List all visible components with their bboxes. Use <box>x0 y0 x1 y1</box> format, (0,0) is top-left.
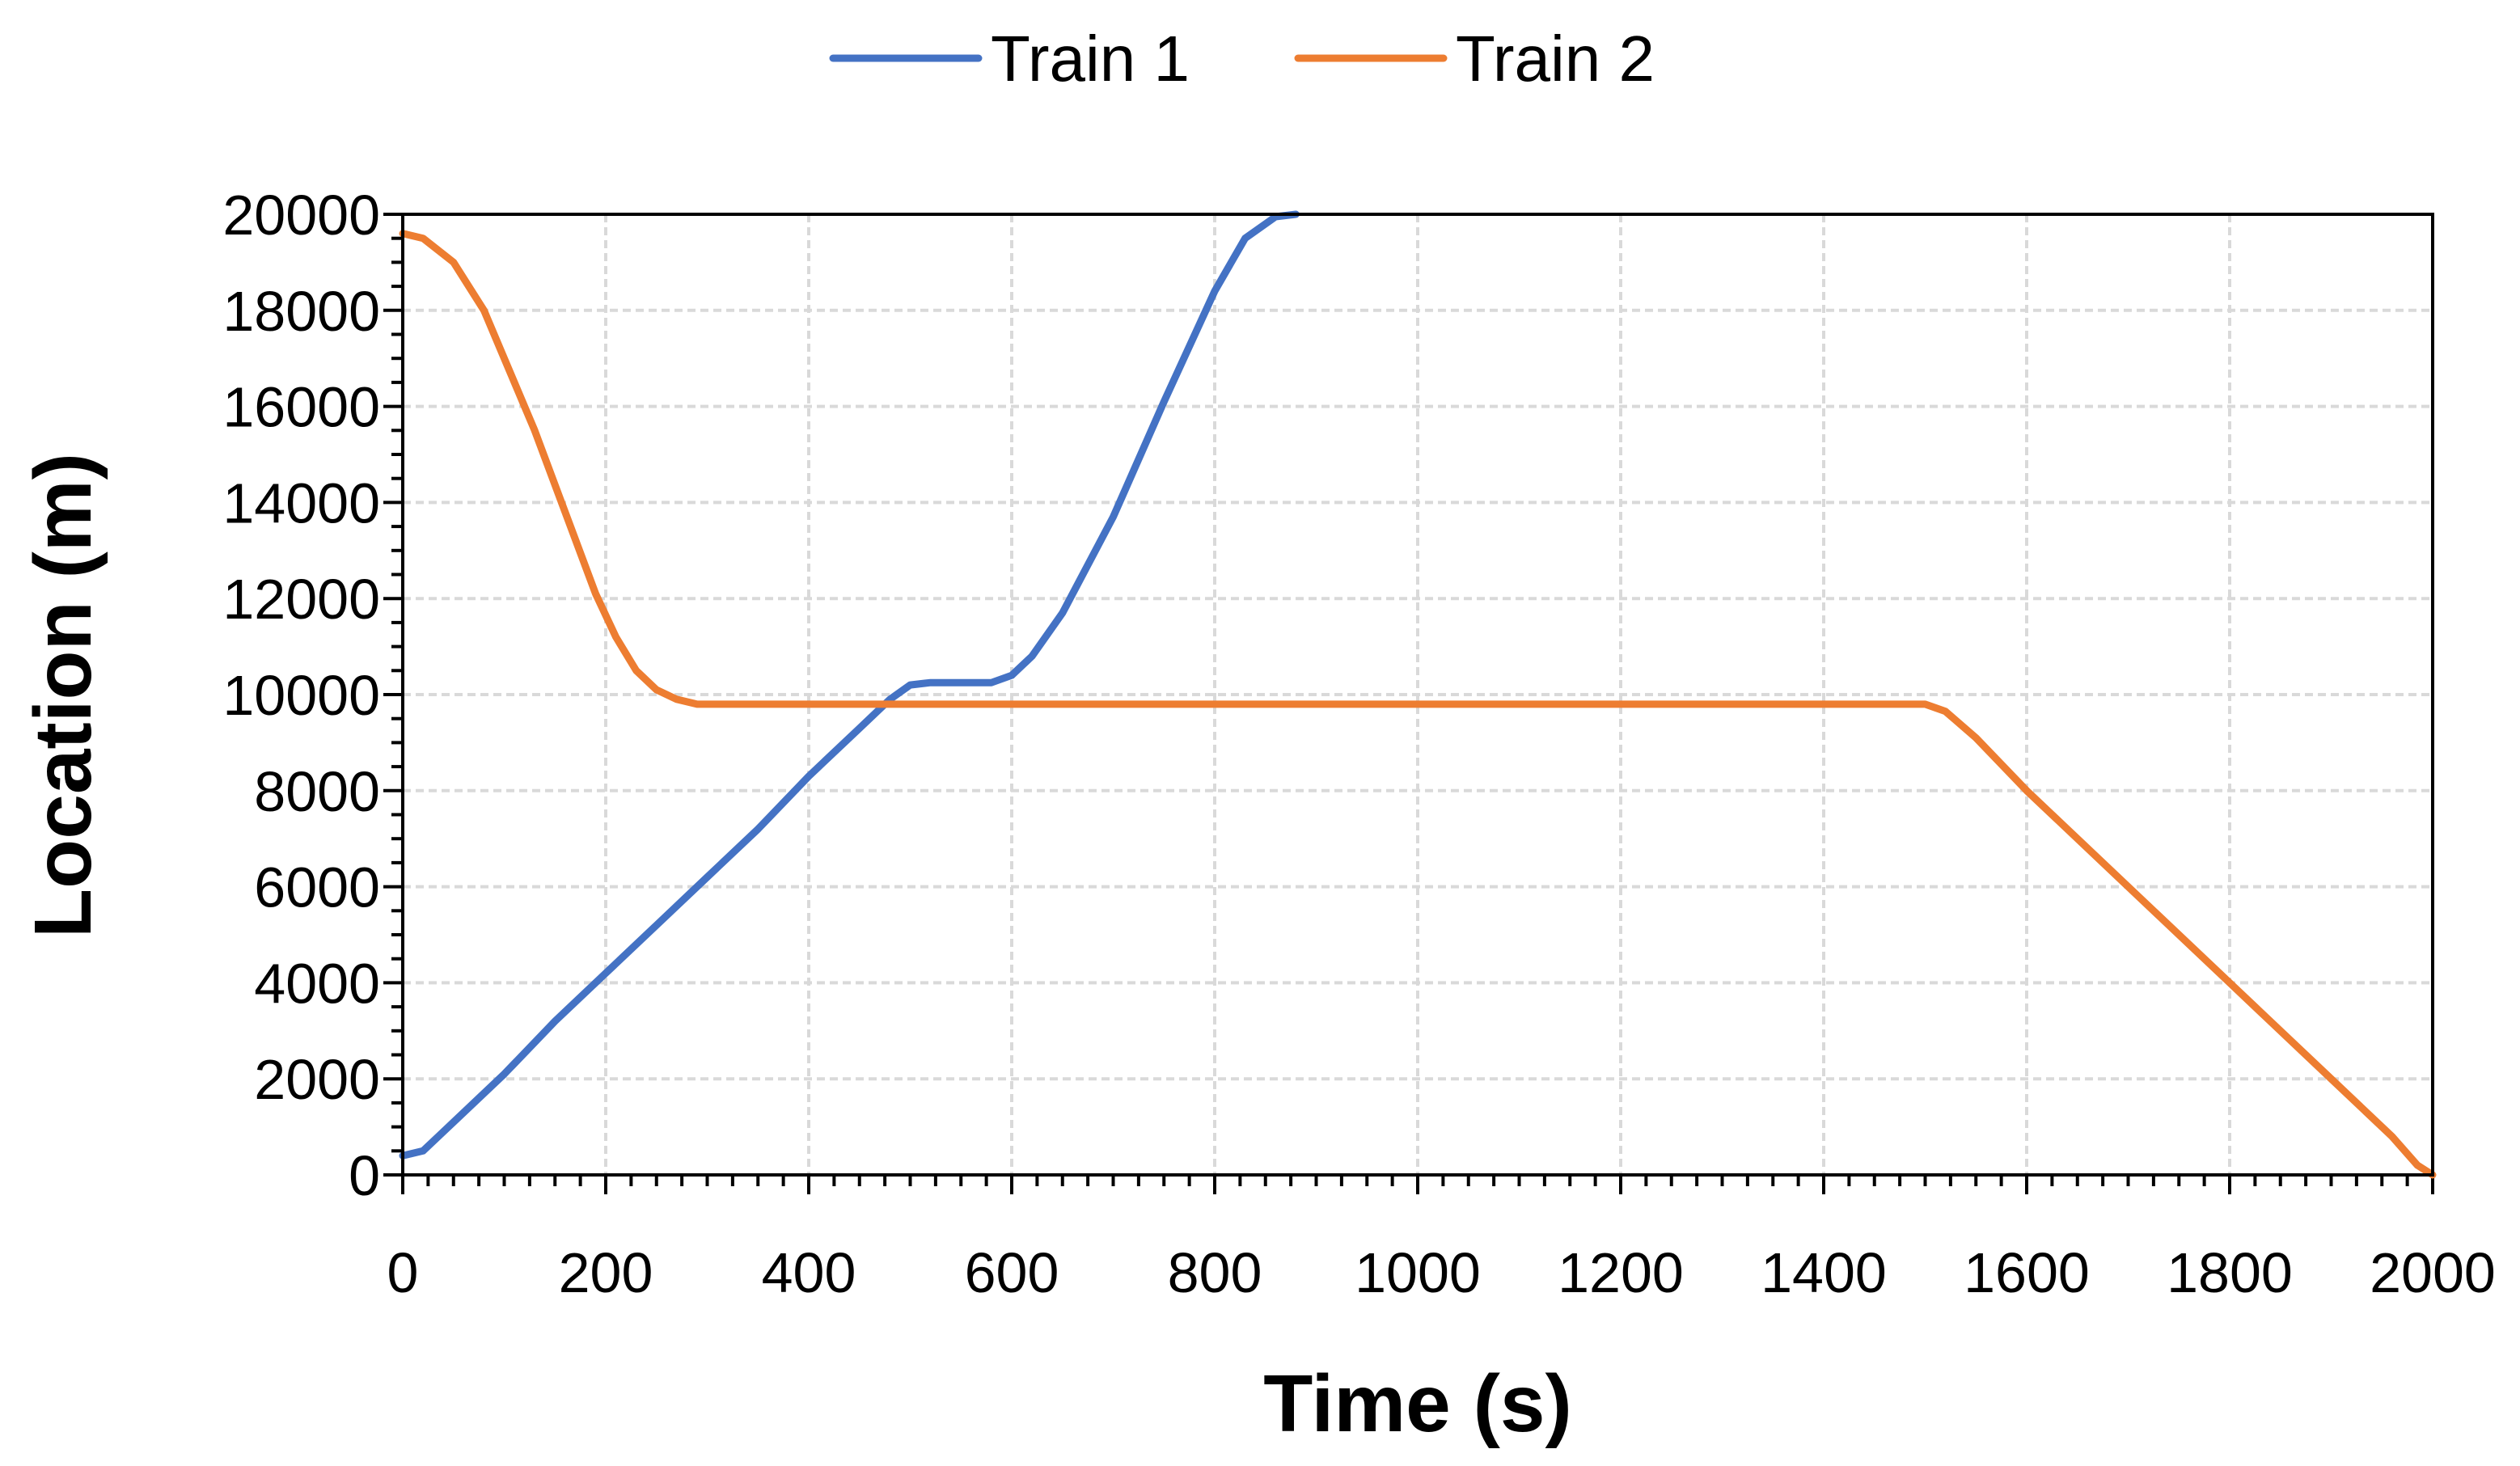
x-tick-label: 1800 <box>2167 1241 2293 1304</box>
x-tick-label: 200 <box>559 1241 653 1304</box>
x-tick-label: 400 <box>762 1241 856 1304</box>
y-tick-label: 16000 <box>222 376 380 439</box>
y-tick-label: 20000 <box>222 184 380 247</box>
x-tick-label: 800 <box>1168 1241 1262 1304</box>
x-tick-label: 1400 <box>1761 1241 1887 1304</box>
gridlines <box>403 214 2433 1175</box>
y-tick-label: 10000 <box>222 664 380 727</box>
x-tick-label: 1200 <box>1558 1241 1684 1304</box>
legend-label-train-1: Train 1 <box>991 23 1190 95</box>
x-tick-label: 2000 <box>2370 1241 2496 1304</box>
legend: Train 1 Train 2 <box>829 23 1655 95</box>
y-axis-title: Location (m) <box>18 453 108 938</box>
y-tick-label: 0 <box>349 1144 380 1207</box>
series-line-train-1 <box>399 210 1300 1160</box>
series-line-train-2 <box>399 230 2437 1179</box>
y-tick-label: 14000 <box>222 471 380 534</box>
legend-label-train-2: Train 2 <box>1456 23 1655 95</box>
x-axis-title: Time (s) <box>1263 1358 1572 1449</box>
y-tick-label: 8000 <box>254 760 380 823</box>
y-tick-label: 12000 <box>222 568 380 631</box>
y-tick-label: 18000 <box>222 280 380 343</box>
y-tick-label: 2000 <box>254 1048 380 1111</box>
x-tick-label: 600 <box>965 1241 1059 1304</box>
x-tick-label: 0 <box>387 1241 419 1304</box>
series-layer <box>399 210 2437 1179</box>
x-tick-label: 1600 <box>1964 1241 2090 1304</box>
plot-area-border <box>401 213 2434 1177</box>
y-axis-tick-labels: 0 2000 4000 6000 8000 10000 12000 14000 16000 180… <box>222 184 380 1207</box>
y-tick-label: 6000 <box>254 856 380 919</box>
x-axis-tick-labels: 0 200 400 600 800 1000 1200 1400 1600 1800 2000 <box>387 1241 2496 1304</box>
x-tick-label: 1000 <box>1355 1241 1481 1304</box>
y-tick-label: 4000 <box>254 952 380 1015</box>
